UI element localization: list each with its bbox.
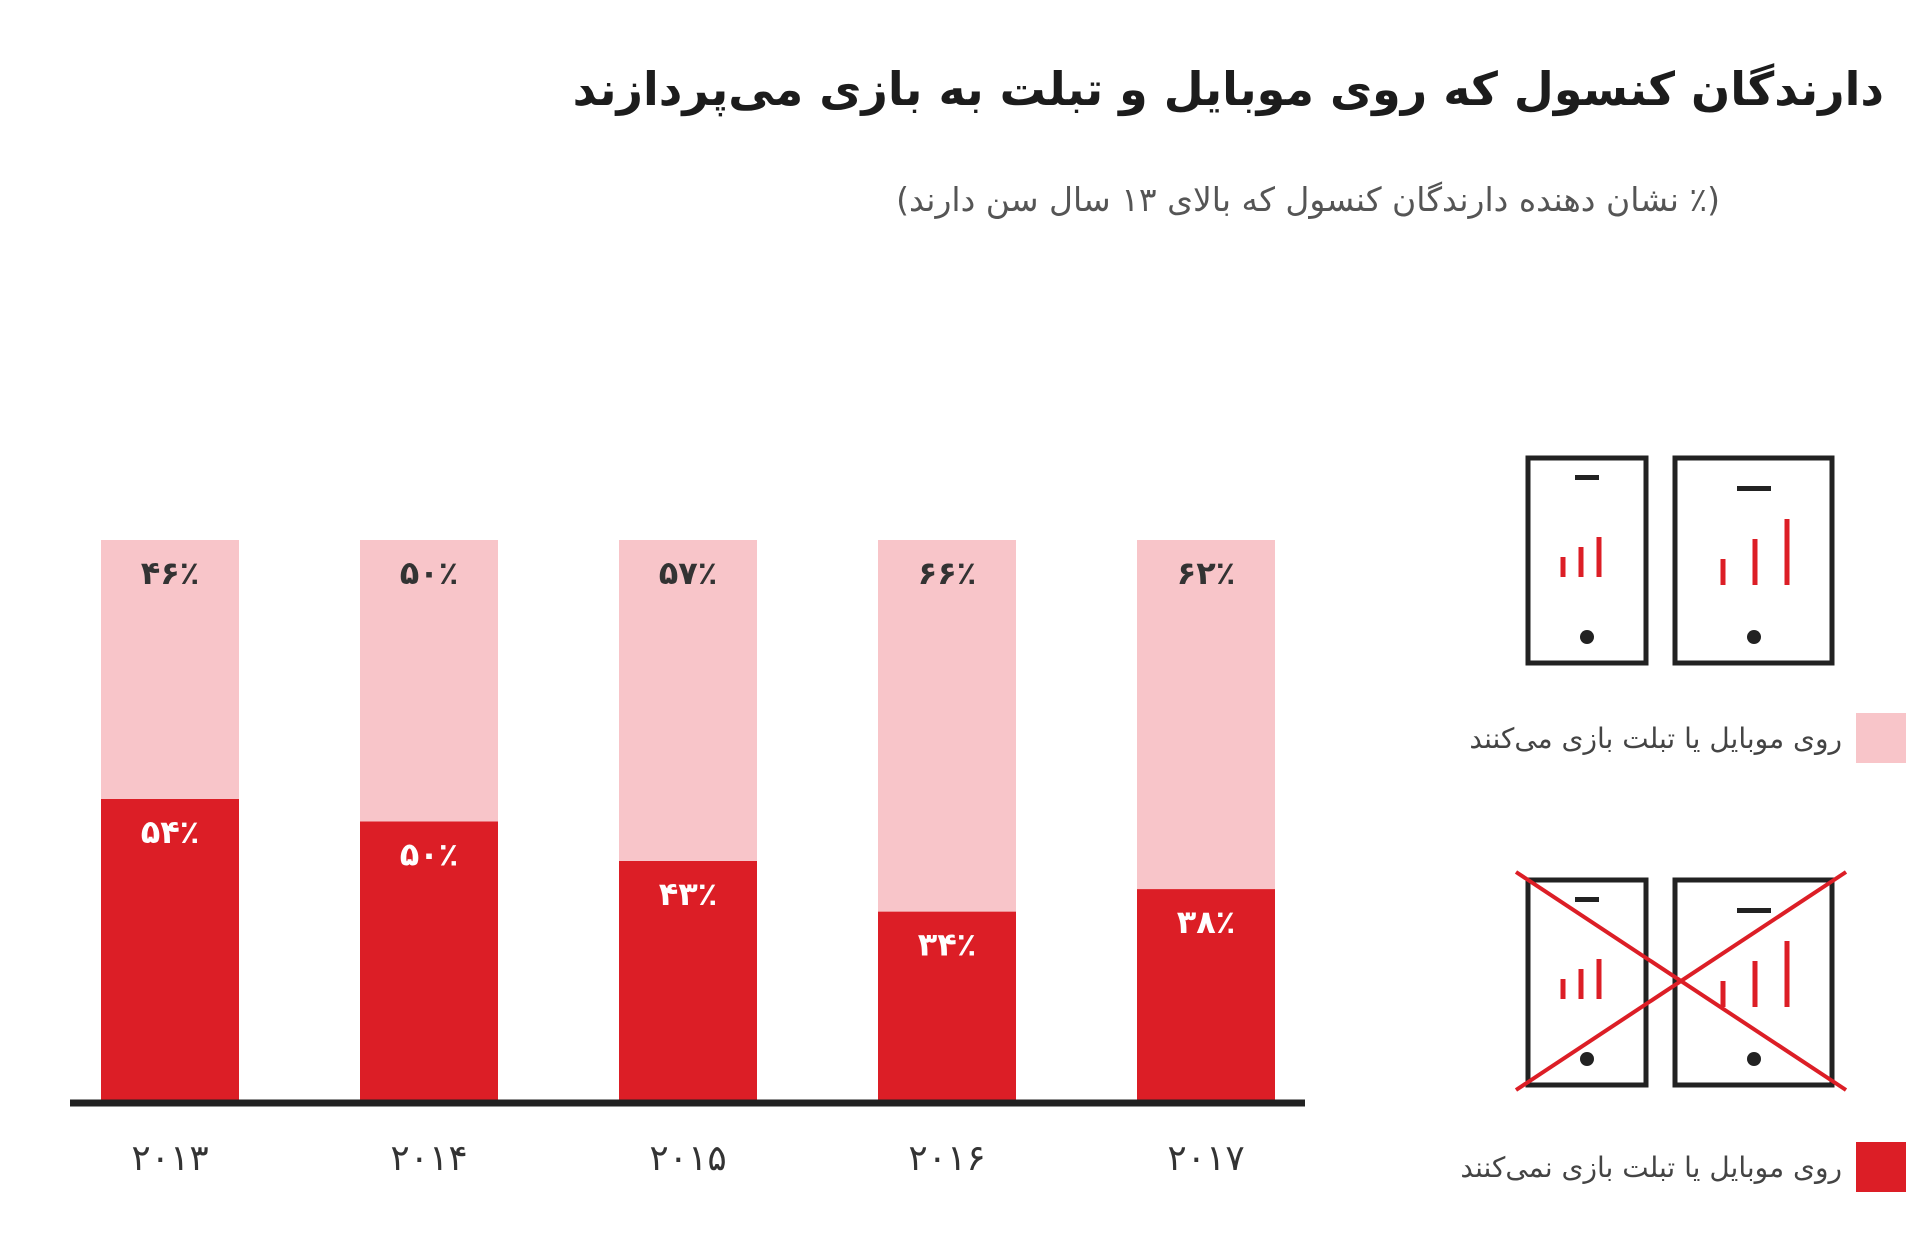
data-label-plays-4: ۶۲٪ — [1177, 554, 1236, 592]
data-label-not-plays-0: ۵۴٪ — [141, 813, 200, 851]
phone-tablet-crossed-icon — [1514, 870, 1848, 1092]
bar-segment-not-plays-2 — [619, 860, 757, 1103]
x-tick-label-0: ۲۰۱۳ — [131, 1138, 208, 1179]
bar-segment-plays-3 — [878, 540, 1016, 912]
data-label-not-plays-4: ۳۸٪ — [1177, 903, 1236, 941]
legend-label-plays: روی موبایل یا تبلت بازی می‌کنند — [1469, 721, 1842, 755]
bar-segment-plays-2 — [619, 540, 757, 861]
data-label-not-plays-1: ۵۰٪ — [400, 836, 459, 874]
legend-item-plays: روی موبایل یا تبلت بازی می‌کنند — [1469, 713, 1906, 763]
data-label-plays-1: ۵۰٪ — [400, 554, 459, 592]
data-label-plays-2: ۵۷٪ — [659, 554, 718, 592]
phone-tablet-icon — [1525, 455, 1835, 666]
bar-segment-plays-1 — [360, 540, 498, 822]
bar-segment-not-plays-3 — [878, 911, 1016, 1103]
bar-segment-plays-4 — [1137, 540, 1275, 890]
legend-item-not-plays: روی موبایل یا تبلت بازی نمی‌کنند — [1460, 1142, 1906, 1192]
chart-subtitle: (٪ نشان دهنده دارندگان کنسول که بالای ۱۳… — [896, 180, 1720, 219]
bar-segment-not-plays-4 — [1137, 889, 1275, 1103]
bar-segment-plays-0 — [101, 540, 239, 799]
data-label-plays-0: ۴۶٪ — [141, 554, 200, 592]
x-tick-label-4: ۲۰۱۷ — [1167, 1138, 1244, 1179]
bar-segment-not-plays-0 — [101, 798, 239, 1103]
chart-title: دارندگان کنسول که روی موبایل و تبلت به ب… — [572, 62, 1884, 116]
data-label-plays-3: ۶۶٪ — [918, 554, 977, 592]
data-label-not-plays-2: ۴۳٪ — [659, 875, 718, 913]
data-label-not-plays-3: ۳۴٪ — [918, 926, 977, 964]
x-tick-label-2: ۲۰۱۵ — [649, 1138, 726, 1179]
bar-segment-not-plays-1 — [360, 821, 498, 1103]
legend-label-not-plays: روی موبایل یا تبلت بازی نمی‌کنند — [1460, 1150, 1842, 1184]
x-tick-label-1: ۲۰۱۴ — [390, 1138, 467, 1179]
x-tick-label-3: ۲۰۱۶ — [908, 1138, 985, 1179]
legend-swatch-not-plays — [1856, 1142, 1906, 1192]
legend-swatch-plays — [1856, 713, 1906, 763]
